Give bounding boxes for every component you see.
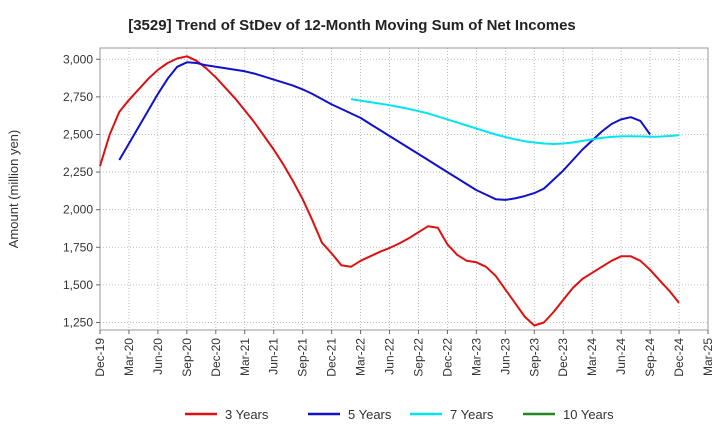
x-tick-label: Dec-19	[93, 338, 107, 377]
x-tick-label: Mar-20	[122, 338, 136, 376]
x-tick-label: Dec-22	[440, 338, 454, 377]
x-tick-label: Sep-23	[527, 338, 541, 377]
axes: 3,000 2,750 2,500 2,250 2,000 1,750 1,500 1,250…	[63, 47, 715, 377]
x-tick-label: Mar-25	[701, 338, 715, 376]
legend-label: 5 Years	[348, 407, 392, 422]
y-tick-label: 1,500	[63, 278, 93, 292]
x-tick-label: Mar-24	[585, 338, 599, 376]
y-tick-label: 2,500	[63, 127, 93, 141]
x-tick-label: Mar-21	[238, 338, 252, 376]
x-tick-label: Sep-21	[296, 338, 310, 377]
y-tick-label: 2,250	[63, 165, 93, 179]
legend-item-7-years: 7 Years	[410, 407, 494, 422]
x-tick-label: Dec-24	[672, 338, 686, 377]
series-line-3-years	[99, 55, 680, 327]
legend-item-3-years: 3 Years	[185, 407, 269, 422]
x-tick-label: Jun-23	[498, 338, 512, 375]
legend-label: 10 Years	[563, 407, 614, 422]
y-tick-label: 1,250	[63, 315, 93, 329]
x-tick-label: Dec-20	[209, 338, 223, 377]
x-tick-label: Sep-22	[411, 338, 425, 377]
legend: 3 Years 5 Years 7 Years 10 Years	[185, 407, 614, 422]
x-tick-label: Mar-23	[469, 338, 483, 376]
y-axis-label: Amount (million yen)	[6, 130, 21, 249]
legend-label: 3 Years	[225, 407, 269, 422]
x-tick-label: Sep-20	[180, 338, 194, 377]
y-tick-label: 2,750	[63, 90, 93, 104]
y-tick-label: 3,000	[63, 52, 93, 66]
legend-item-5-years: 5 Years	[308, 407, 392, 422]
chart-title: [3529] Trend of StDev of 12-Month Moving…	[128, 17, 576, 34]
series-lines	[99, 55, 680, 327]
series-line-5-years	[118, 61, 651, 201]
x-tick-label: Jun-22	[383, 338, 397, 375]
series-line-7-years	[350, 98, 680, 145]
x-tick-label: Sep-24	[643, 338, 657, 377]
grid-lines	[99, 48, 709, 330]
legend-item-10-years: 10 Years	[523, 407, 614, 422]
x-tick-label: Jun-24	[614, 338, 628, 375]
x-tick-label: Dec-21	[325, 338, 339, 377]
plot-frame	[99, 47, 709, 331]
y-tick-label: 2,000	[63, 203, 93, 217]
x-tick-label: Jun-20	[151, 338, 165, 375]
x-tick-label: Dec-23	[556, 338, 570, 377]
x-tick-label: Jun-21	[267, 338, 281, 375]
x-tick-label: Mar-22	[354, 338, 368, 376]
y-tick-label: 1,750	[63, 240, 93, 254]
legend-label: 7 Years	[450, 407, 494, 422]
